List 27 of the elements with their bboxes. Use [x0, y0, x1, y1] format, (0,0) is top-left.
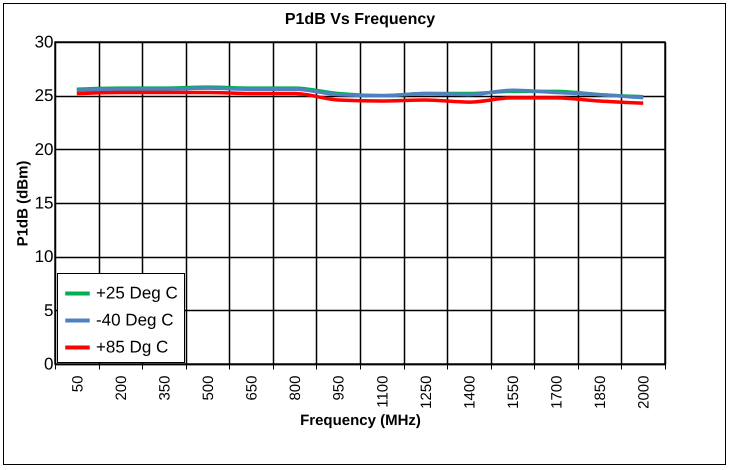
chart-title: P1dB Vs Frequency — [284, 11, 436, 28]
x-tick-label: 800 — [287, 376, 304, 401]
y-tick-label: 5 — [44, 300, 54, 320]
y-tick-label: 30 — [34, 32, 54, 52]
x-tick-label: 1250 — [418, 376, 435, 409]
legend-label: -40 Deg C — [96, 310, 174, 330]
y-axis-title: P1dB (dBm) — [14, 160, 32, 246]
x-tick-label: 1400 — [461, 376, 478, 409]
y-tick-label: 25 — [34, 86, 54, 106]
x-tick-label: 950 — [330, 376, 348, 401]
y-tick-label: 10 — [34, 247, 54, 266]
x-tick-label: 650 — [244, 376, 261, 401]
legend-label: +25 Deg C — [96, 284, 178, 302]
x-tick-label: 1850 — [592, 376, 610, 409]
x-tick-label: 1100 — [374, 376, 392, 408]
y-tick-label: 15 — [34, 194, 54, 212]
x-tick-label: 1550 — [505, 376, 522, 409]
x-tick-label: 50 — [69, 376, 86, 392]
legend-label: +85 Dg C — [96, 338, 168, 356]
y-tick-label: 20 — [34, 140, 54, 159]
x-axis-title: Frequency (MHz) — [300, 412, 421, 429]
x-tick-label: 1700 — [548, 376, 566, 409]
x-tick-label: 500 — [200, 376, 217, 401]
x-tick-label: 200 — [112, 376, 130, 401]
y-tick-label: 0 — [44, 354, 54, 374]
x-tick-label: 2000 — [636, 376, 653, 409]
x-tick-label: 350 — [156, 376, 174, 401]
